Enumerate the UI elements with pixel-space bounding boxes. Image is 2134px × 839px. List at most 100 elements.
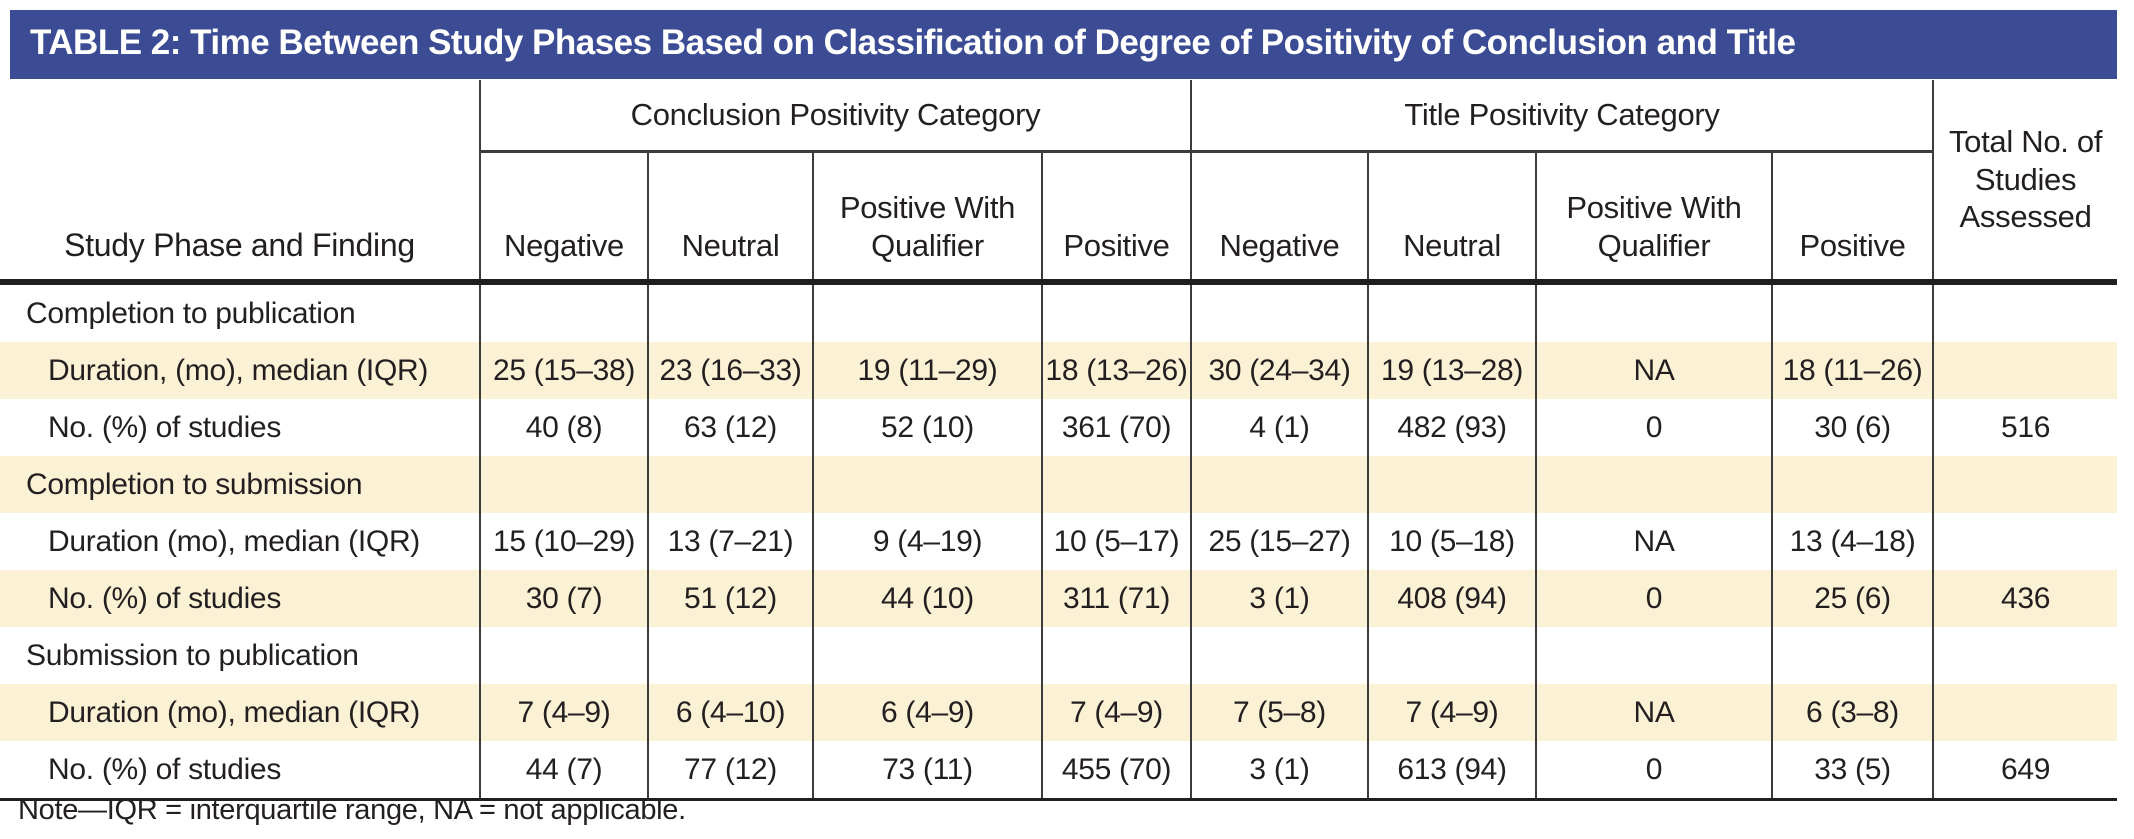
table-cell — [1932, 627, 2118, 684]
row-label: Submission to publication — [26, 638, 359, 672]
table-cell: 13 (4–18) — [1770, 513, 1934, 570]
section-row: Submission to publication — [0, 627, 2118, 684]
table-note: Note—IQR = interquartile range, NA = not… — [18, 794, 686, 826]
data-row: No. (%) of studies 30 (7) 51 (12) 44 (10) 31… — [0, 570, 2118, 627]
table-cell: 7 (4–9) — [479, 684, 648, 741]
table-cell — [1190, 456, 1368, 513]
data-row: Duration (mo), median (IQR) 7 (4–9) 6 (4–1… — [0, 684, 2118, 741]
table-cell — [812, 456, 1042, 513]
table-cell: 6 (4–10) — [647, 684, 813, 741]
table-cell — [1190, 282, 1368, 342]
table-cell: 30 (7) — [479, 570, 648, 627]
table-cell: 40 (8) — [479, 399, 648, 456]
table-cell: 63 (12) — [647, 399, 813, 456]
section-row: Completion to submission — [0, 456, 2118, 513]
table-cell: 4 (1) — [1190, 399, 1368, 456]
table-cell — [1190, 627, 1368, 684]
column-header-title-positive: Positive — [1770, 151, 1934, 285]
table-cell — [1932, 456, 2118, 513]
table-cell: 10 (5–17) — [1041, 513, 1191, 570]
table-cell — [812, 282, 1042, 342]
table-cell: 18 (11–26) — [1770, 342, 1934, 399]
data-row: Duration (mo), median (IQR) 15 (10–29) 13 … — [0, 513, 2118, 570]
table-cell: 7 (4–9) — [1367, 684, 1536, 741]
table-cell — [1535, 282, 1772, 342]
table-cell — [1932, 684, 2118, 741]
table-body: Completion to publication Duration, (mo),… — [0, 282, 2118, 801]
row-label: Completion to publication — [26, 296, 356, 330]
table-cell — [647, 282, 813, 342]
column-header-title-neutral: Neutral — [1367, 151, 1536, 285]
row-label: Duration (mo), median (IQR) — [0, 684, 480, 741]
table-cell: 52 (10) — [812, 399, 1042, 456]
table-cell: 361 (70) — [1041, 399, 1191, 456]
study-phases-table: Study Phase and Finding Conclusion Posit… — [0, 80, 2118, 801]
table-header: Study Phase and Finding Conclusion Posit… — [0, 80, 2118, 285]
table-cell: 482 (93) — [1367, 399, 1536, 456]
row-label: No. (%) of studies — [0, 570, 480, 627]
table-cell: NA — [1535, 342, 1772, 399]
column-header-total-studies: Total No. of Studies Assessed — [1932, 80, 2118, 285]
table-cell: 613 (94) — [1367, 741, 1536, 801]
table-cell — [1367, 627, 1536, 684]
column-header-conclusion-neutral: Neutral — [647, 151, 813, 285]
table-cell: 408 (94) — [1367, 570, 1536, 627]
table-cell: 7 (4–9) — [1041, 684, 1191, 741]
table-cell — [1535, 627, 1772, 684]
table-title: TABLE 2: Time Between Study Phases Based… — [30, 23, 1796, 62]
row-label: Duration (mo), median (IQR) — [48, 524, 420, 558]
table-cell — [479, 282, 648, 342]
column-header-conclusion-negative: Negative — [479, 151, 648, 285]
table-cell: 649 — [1932, 741, 2118, 801]
group-header-conclusion-positivity: Conclusion Positivity Category — [479, 80, 1191, 153]
table-title-bar: TABLE 2: Time Between Study Phases Based… — [10, 10, 2117, 79]
section-row: Completion to publication — [0, 282, 2118, 342]
table-cell: 13 (7–21) — [647, 513, 813, 570]
column-header-conclusion-positive: Positive — [1041, 151, 1191, 285]
table-cell: 9 (4–19) — [812, 513, 1042, 570]
data-row: No. (%) of studies 40 (8) 63 (12) 52 (10) 36… — [0, 399, 2118, 456]
table-cell: 25 (15–27) — [1190, 513, 1368, 570]
table-cell: 455 (70) — [1041, 741, 1191, 801]
column-header-conclusion-positive-qualifier: Positive With Qualifier — [812, 151, 1042, 285]
column-header-study-phase: Study Phase and Finding — [0, 80, 480, 285]
table-cell: 30 (6) — [1770, 399, 1934, 456]
table-cell: 18 (13–26) — [1041, 342, 1191, 399]
row-label: Duration, (mo), median (IQR) — [0, 342, 480, 399]
table-cell: 25 (15–38) — [479, 342, 648, 399]
table-cell: 19 (11–29) — [812, 342, 1042, 399]
table-cell: 33 (5) — [1770, 741, 1934, 801]
table-cell — [1770, 282, 1934, 342]
table-cell — [1041, 282, 1191, 342]
table-cell — [1041, 627, 1191, 684]
table-cell: 311 (71) — [1041, 570, 1191, 627]
row-label: No. (%) of studies — [0, 741, 480, 801]
table-cell — [1770, 456, 1934, 513]
data-row: No. (%) of studies 44 (7) 77 (12) 73 (11) 45… — [0, 741, 2118, 801]
table-cell: 0 — [1535, 741, 1772, 801]
data-row: Duration, (mo), median (IQR) 25 (15–38) 23… — [0, 342, 2118, 399]
table-cell — [812, 627, 1042, 684]
row-label: Completion to submission — [0, 456, 480, 513]
table-cell — [479, 627, 648, 684]
table-cell: 6 (4–9) — [812, 684, 1042, 741]
table-cell: 7 (5–8) — [1190, 684, 1368, 741]
table-cell: NA — [1535, 684, 1772, 741]
row-label: No. (%) of studies — [48, 410, 282, 444]
table-cell — [1367, 456, 1536, 513]
table-cell: 19 (13–28) — [1367, 342, 1536, 399]
table-cell: 0 — [1535, 399, 1772, 456]
table-cell: 436 — [1932, 570, 2118, 627]
table-cell: 44 (10) — [812, 570, 1042, 627]
column-header-title-negative: Negative — [1190, 151, 1368, 285]
table-cell: 0 — [1535, 570, 1772, 627]
table-cell — [1535, 456, 1772, 513]
table-cell: 15 (10–29) — [479, 513, 648, 570]
table-cell: 25 (6) — [1770, 570, 1934, 627]
group-header-title-positivity: Title Positivity Category — [1189, 80, 1934, 153]
table-cell: 44 (7) — [479, 741, 648, 801]
table-cell: 3 (1) — [1190, 570, 1368, 627]
table-cell — [1367, 282, 1536, 342]
table-cell: 51 (12) — [647, 570, 813, 627]
